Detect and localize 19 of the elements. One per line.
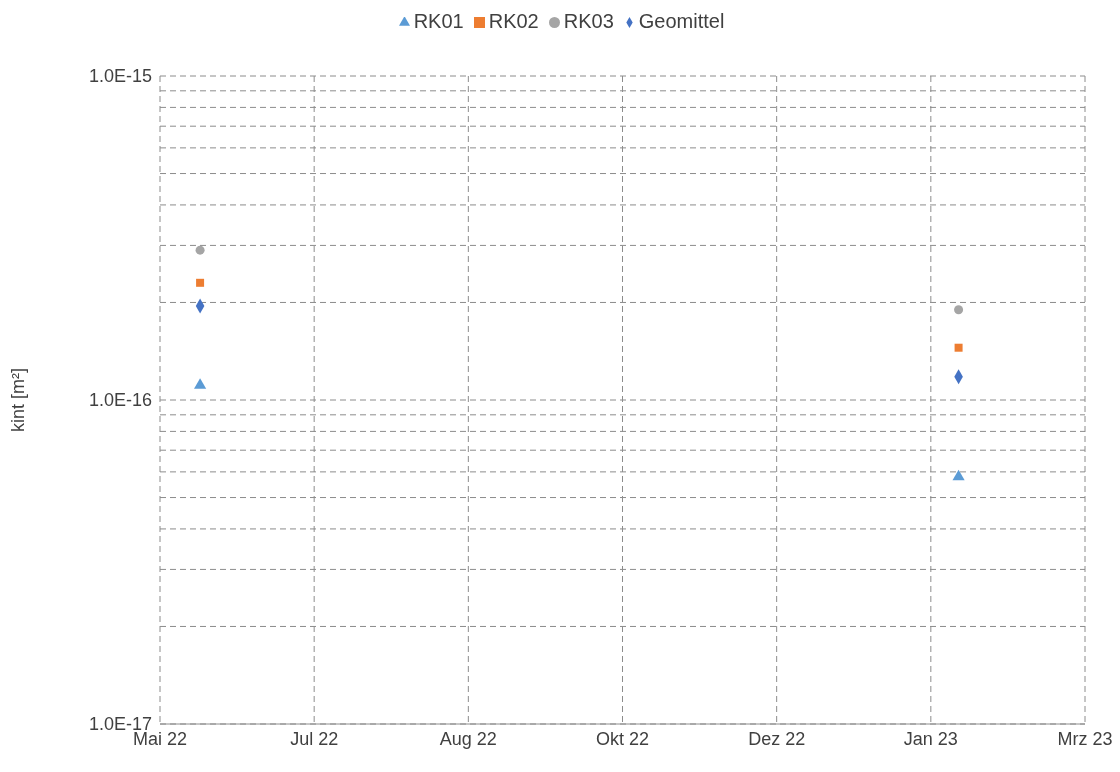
x-tick-label: Dez 22	[748, 728, 806, 749]
x-tick-label: Aug 22	[439, 728, 497, 749]
point	[954, 305, 964, 315]
x-tick-label: Jul 22	[290, 728, 339, 749]
point	[195, 245, 205, 255]
y-tick-label: 1.0E-16	[88, 390, 152, 411]
x-tick-label: Mrz 23	[1057, 728, 1113, 749]
y-axis-title: kint [m²]	[8, 367, 29, 433]
y-tick-label: 1.0E-15	[88, 66, 152, 87]
point	[952, 469, 965, 481]
legend-label: RK02	[488, 10, 539, 32]
legend-label: RK01	[413, 10, 464, 32]
point	[194, 378, 207, 389]
legend-label: RK03	[563, 10, 614, 32]
legend-label: Geomittel	[638, 10, 725, 32]
x-tick-label: Okt 22	[595, 728, 650, 749]
x-tick-label: Jan 23	[903, 728, 958, 749]
point	[954, 343, 963, 352]
point	[196, 278, 205, 287]
